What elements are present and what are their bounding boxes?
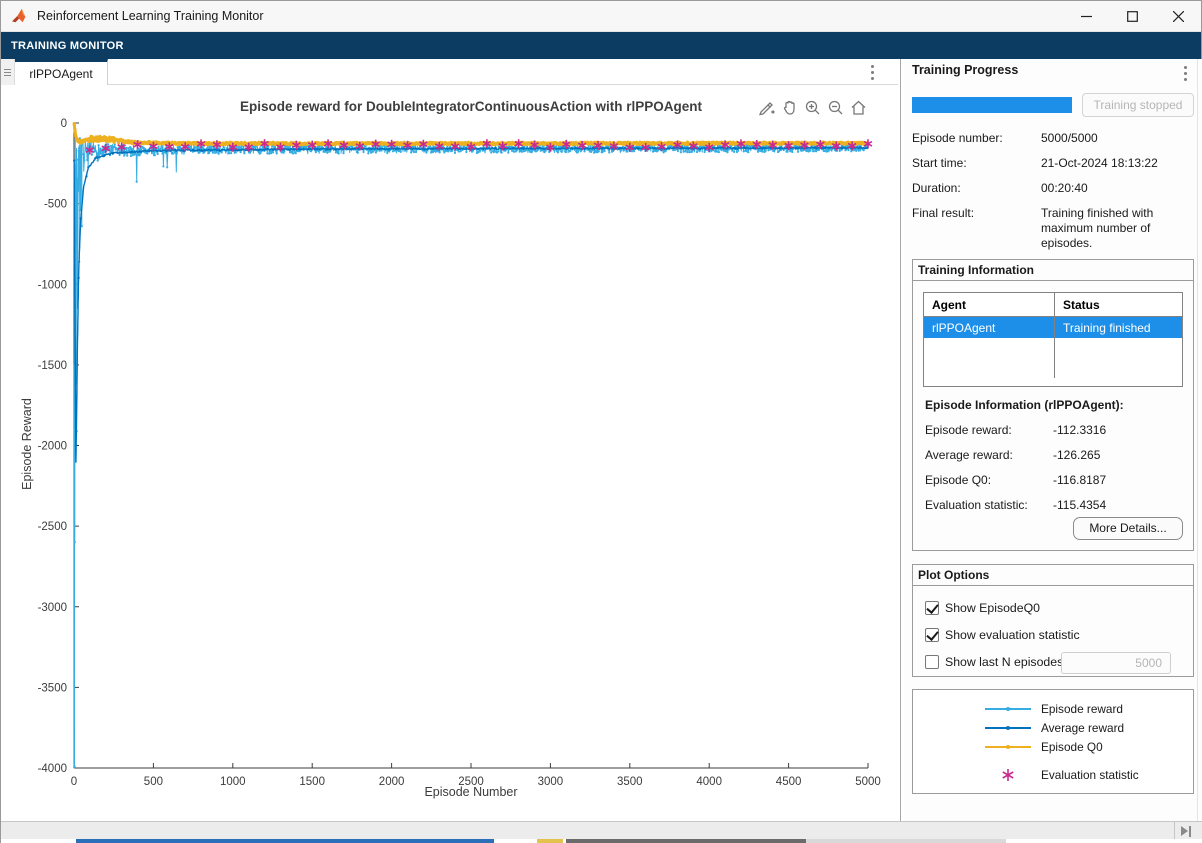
training-information-header: Training Information [913, 260, 1193, 281]
background-window-sliver [1, 839, 1202, 843]
legend-evaluation-statistic[interactable]: Evaluation statistic [913, 765, 1193, 784]
cell-status: Training finished [1054, 317, 1182, 338]
bottom-scrollbar-track[interactable] [1, 821, 1202, 839]
last-n-episodes-checkbox[interactable] [925, 655, 939, 669]
training-plot[interactable]: 0 -500 -1000 -1500 -2000 -2500 -3000 -3500 -4000… [1, 85, 898, 821]
table-empty-area [924, 338, 1182, 378]
training-stopped-button[interactable]: Training stopped [1082, 93, 1194, 117]
stat-evaluation-statistic: Evaluation statistic: -115.4354 [925, 498, 1185, 512]
cell-agent: rlPPOAgent [924, 317, 1054, 338]
window-title: Reinforcement Learning Training Monitor [37, 9, 264, 23]
option-show-last-n-episodes[interactable]: Show last N episodes [925, 655, 1183, 669]
stat-average-reward: Average reward: -126.265 [925, 448, 1185, 462]
toolstrip: TRAINING MONITOR [1, 32, 1201, 59]
option-show-evaluation-statistic[interactable]: Show evaluation statistic [925, 628, 1080, 642]
table-row-rlppoagent[interactable]: rlPPOAgent Training finished [924, 317, 1182, 338]
stat-episode-reward: Episode reward: -112.3316 [925, 423, 1185, 437]
training-information-section: Training Information Agent Status rlPPOA… [912, 259, 1194, 551]
agent-status-table: Agent Status rlPPOAgent Training finishe… [923, 292, 1183, 387]
panel-title: Training Progress [912, 63, 1018, 77]
title-bar: Reinforcement Learning Training Monitor [1, 1, 1201, 32]
episodeq0-checkbox[interactable] [925, 601, 939, 615]
field-final-result: Final result: Training finished with max… [912, 206, 1196, 251]
training-progress-bar [912, 97, 1072, 113]
column-status: Status [1054, 293, 1182, 316]
progress-fill [912, 97, 1072, 113]
document-tab-strip: rlPPOAgent [1, 59, 898, 85]
plot-options-header: Plot Options [913, 565, 1193, 586]
x-axis-label: Episode Number [74, 785, 868, 799]
evaluation-statistic-checkbox[interactable] [925, 628, 939, 642]
svg-text:-500: -500 [44, 199, 67, 211]
field-episode-number: Episode number: 5000/5000 [912, 131, 1196, 146]
svg-text:0: 0 [61, 118, 67, 130]
y-axis-label: Episode Reward [20, 384, 34, 504]
chart-legend: Episode reward Average reward Episode Q0 [912, 689, 1194, 794]
option-show-episodeq0[interactable]: Show EpisodeQ0 [925, 601, 1040, 615]
last-n-episodes-input[interactable] [1061, 652, 1171, 674]
side-scroll-gutter[interactable] [1197, 59, 1198, 821]
tab-label: rlPPOAgent [29, 67, 92, 81]
stat-episode-q0: Episode Q0: -116.8187 [925, 473, 1185, 487]
episode-reward-swatch [985, 708, 1031, 710]
tab-options-menu-icon[interactable] [864, 62, 880, 82]
column-agent: Agent [924, 293, 1054, 316]
episode-info-title: Episode Information (rlPPOAgent): [925, 398, 1124, 412]
close-button[interactable] [1155, 1, 1201, 32]
legend-average-reward[interactable]: Average reward [913, 718, 1193, 737]
chart-panel: Episode reward for DoubleIntegratorConti… [1, 85, 898, 821]
svg-text:-4000: -4000 [38, 763, 67, 775]
svg-text:-2000: -2000 [38, 441, 67, 453]
app-window: Reinforcement Learning Training Monitor … [0, 0, 1202, 843]
svg-text:-1500: -1500 [38, 360, 67, 372]
panel-options-menu-icon[interactable] [1177, 63, 1193, 83]
tab-training-monitor[interactable]: TRAINING MONITOR [1, 40, 124, 52]
evaluation-asterisk-swatch [1001, 768, 1015, 782]
more-details-button[interactable]: More Details... [1073, 517, 1183, 540]
legend-episode-reward[interactable]: Episode reward [913, 699, 1193, 718]
panel-divider [900, 59, 901, 821]
training-progress-panel: Training Progress Training stopped Episo… [904, 59, 1202, 821]
table-header-row: Agent Status [924, 293, 1182, 317]
field-duration: Duration: 00:20:40 [912, 181, 1196, 196]
legend-episode-q0[interactable]: Episode Q0 [913, 737, 1193, 756]
svg-text:-3000: -3000 [38, 602, 67, 614]
tab-grip-icon[interactable] [1, 59, 15, 85]
average-reward-swatch [985, 727, 1031, 729]
plot-options-section: Plot Options Show EpisodeQ0 Show evaluat… [912, 564, 1194, 677]
svg-text:-1000: -1000 [38, 279, 67, 291]
field-start-time: Start time: 21-Oct-2024 18:13:22 [912, 156, 1196, 171]
tab-rlppoagent[interactable]: rlPPOAgent [15, 59, 108, 85]
svg-text:-3500: -3500 [38, 682, 67, 694]
minimize-button[interactable] [1063, 1, 1109, 32]
expand-panel-icon[interactable] [1181, 825, 1195, 837]
episode-q0-swatch [985, 746, 1031, 748]
matlab-logo-icon [11, 8, 29, 24]
svg-text:-2500: -2500 [38, 521, 67, 533]
maximize-button[interactable] [1109, 1, 1155, 32]
